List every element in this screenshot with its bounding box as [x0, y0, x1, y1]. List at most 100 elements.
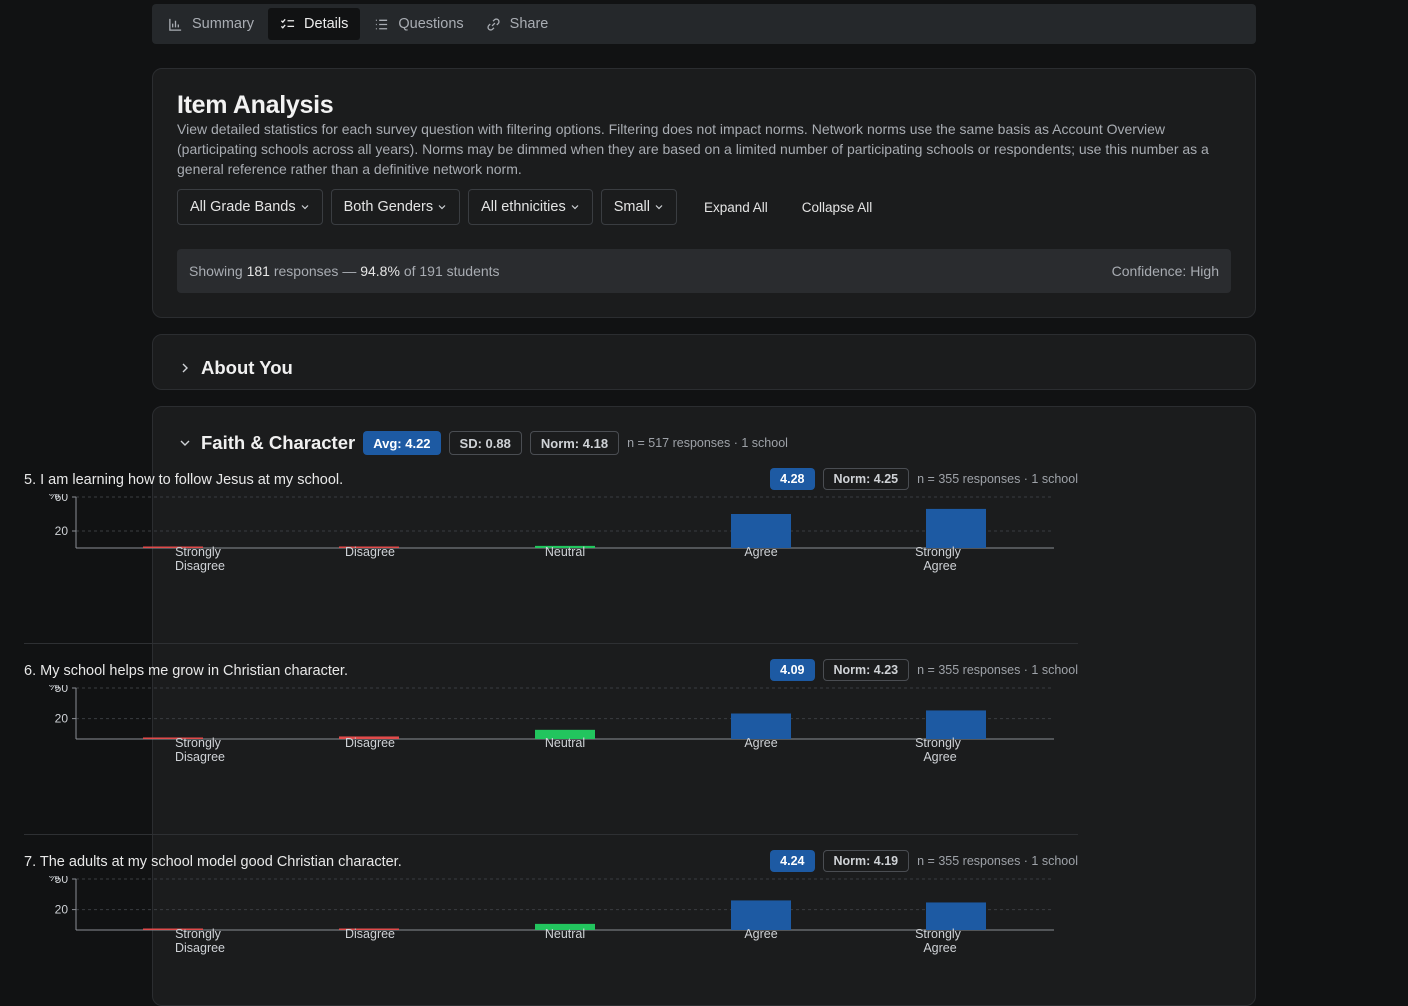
tab-questions[interactable]: Questions — [366, 8, 471, 40]
x-tick-label: Agree — [923, 559, 956, 573]
link-icon — [487, 17, 500, 31]
divider — [24, 834, 1078, 835]
response-summary-bar: Showing 181 responses — 94.8% of 191 stu… — [177, 249, 1231, 293]
expand-all-button[interactable]: Expand All — [703, 199, 768, 215]
sd-badge: SD: 0.88 — [448, 431, 522, 455]
chevron-right-icon — [182, 363, 188, 373]
chevron-down-icon — [180, 440, 190, 446]
section-title: Faith & Character — [201, 432, 356, 453]
x-tick-label: Disagree — [175, 559, 225, 573]
norm-badge: Norm: 4.19 — [822, 850, 910, 872]
x-tick-label: Disagree — [345, 927, 395, 941]
tab-summary[interactable]: Summary — [160, 8, 262, 40]
showing-mid: responses — — [273, 263, 357, 279]
about-you-section: About You — [152, 334, 1256, 390]
bar-chart-icon — [169, 18, 182, 31]
bar — [535, 545, 595, 548]
divider — [24, 643, 1078, 644]
bar — [731, 900, 791, 930]
x-tick-label: Agree — [744, 927, 777, 941]
norm-badge: Norm: 4.18 — [529, 431, 620, 455]
bar — [731, 514, 791, 548]
x-tick-label: Disagree — [175, 941, 225, 955]
response-count: 181 — [246, 263, 270, 279]
chevron-down-icon — [301, 205, 309, 210]
tab-label: Summary — [192, 16, 255, 32]
question-item: 7. The adults at my school model good Ch… — [24, 850, 1078, 980]
ethnicity-select[interactable]: All ethnicities — [468, 189, 593, 225]
y-tick-label: 50 — [55, 685, 69, 695]
x-tick-label: Agree — [744, 736, 777, 750]
norm-badge: Norm: 4.23 — [822, 659, 910, 681]
checklist-icon — [280, 18, 295, 29]
faith-character-section: Faith & Character Avg: 4.22 SD: 0.88 Nor… — [152, 406, 1256, 1006]
select-value: All Grade Bands — [190, 199, 296, 215]
bar — [339, 928, 399, 930]
section-header[interactable]: About You — [177, 357, 293, 379]
tab-details[interactable]: Details — [268, 8, 361, 40]
page-title: Item Analysis — [177, 91, 334, 119]
y-axis-label: % — [49, 494, 60, 502]
response-count-text: Showing 181 responses — 94.8% of 191 stu… — [189, 263, 500, 279]
x-tick-label: Strongly — [915, 927, 962, 941]
x-tick-label: Neutral — [545, 736, 585, 750]
bar — [926, 902, 986, 930]
gender-select[interactable]: Both Genders — [330, 189, 461, 225]
bar — [731, 713, 791, 739]
select-value: Small — [613, 199, 650, 215]
x-tick-label: Disagree — [345, 736, 395, 750]
y-axis-label: % — [49, 876, 60, 884]
y-tick-label: 20 — [55, 524, 69, 538]
avg-badge: Avg: 4.22 — [363, 431, 441, 455]
response-meta: n = 355 responses · 1 school — [917, 854, 1078, 868]
score-badge: 4.24 — [770, 850, 815, 872]
x-tick-label: Neutral — [545, 927, 585, 941]
score-badge: 4.28 — [770, 468, 815, 490]
select-value: Both Genders — [343, 199, 434, 215]
select-value: All ethnicities — [481, 199, 566, 215]
question-text: 5. I am learning how to follow Jesus at … — [24, 472, 344, 488]
x-tick-label: Strongly — [175, 545, 222, 559]
y-tick-label: 50 — [55, 876, 69, 886]
showing-prefix: Showing — [189, 263, 243, 279]
showing-suffix: of 191 students — [403, 263, 500, 279]
bar — [143, 928, 203, 930]
y-tick-label: 20 — [55, 712, 69, 726]
norm-badge: Norm: 4.25 — [822, 468, 910, 490]
bar — [926, 508, 986, 548]
page-description: View detailed statistics for each survey… — [177, 121, 1209, 177]
response-meta: n = 517 responses · 1 school — [627, 436, 788, 450]
x-tick-label: Neutral — [545, 545, 585, 559]
response-percent: 94.8% — [360, 263, 400, 279]
chevron-down-icon — [438, 205, 446, 210]
x-tick-label: Agree — [744, 545, 777, 559]
question-item: 6. My school helps me grow in Christian … — [24, 659, 1078, 813]
grade-band-select[interactable]: All Grade Bands — [177, 189, 323, 225]
y-tick-label: 20 — [55, 903, 69, 917]
question-stats: 4.09 Norm: 4.23 n = 355 responses · 1 sc… — [770, 659, 1078, 681]
x-tick-label: Strongly — [175, 927, 222, 941]
view-tabs: Summary Details Questions Share — [152, 4, 1256, 44]
section-header[interactable]: Faith & Character Avg: 4.22 SD: 0.88 Nor… — [177, 431, 788, 455]
chevron-down-icon — [571, 205, 579, 210]
bar — [143, 737, 203, 739]
x-tick-label: Disagree — [175, 750, 225, 764]
bar — [535, 729, 595, 739]
size-select[interactable]: Small — [600, 189, 677, 225]
item-analysis-card: Item Analysis View detailed statistics f… — [152, 68, 1256, 318]
question-item: 5. I am learning how to follow Jesus at … — [24, 468, 1078, 622]
tab-label: Questions — [398, 16, 464, 32]
tab-share[interactable]: Share — [478, 8, 557, 40]
response-meta: n = 355 responses · 1 school — [917, 472, 1078, 486]
collapse-all-button[interactable]: Collapse All — [801, 199, 873, 215]
bar — [143, 546, 203, 548]
chevron-down-icon — [655, 205, 663, 210]
x-tick-label: Agree — [923, 750, 956, 764]
bar — [339, 736, 399, 739]
section-title: About You — [201, 357, 293, 378]
question-stats: 4.28 Norm: 4.25 n = 355 responses · 1 sc… — [770, 468, 1078, 490]
y-tick-label: 60 — [55, 494, 69, 504]
y-axis-label: % — [49, 685, 60, 693]
